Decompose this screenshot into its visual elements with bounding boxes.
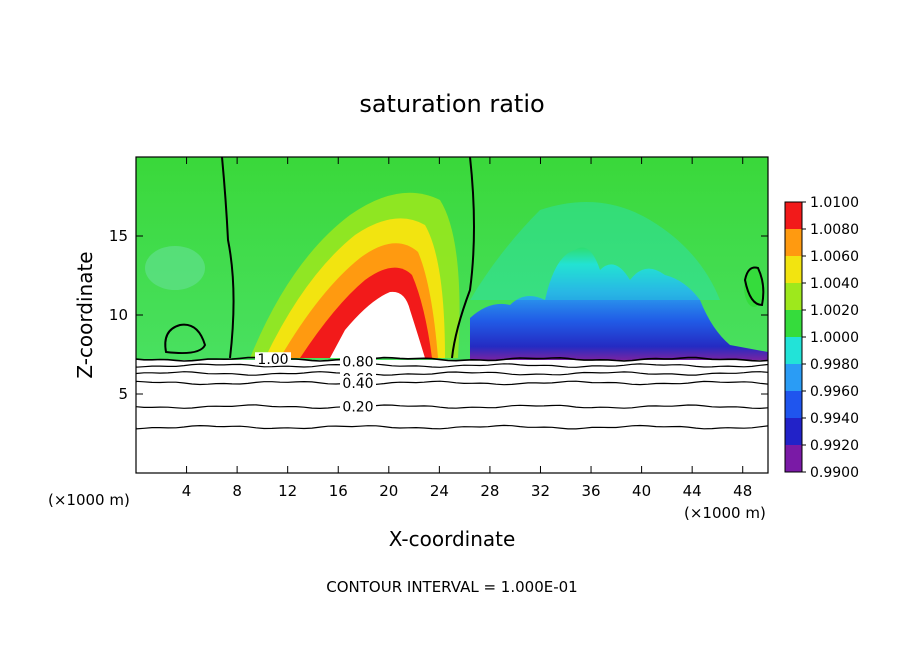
y-tick-label: 15 [109, 227, 128, 245]
colorbar-label: 0.9980 [810, 357, 859, 373]
x-axis: 4 8 12 16 20 24 28 32 36 40 44 48 [182, 157, 752, 500]
x-tick-label: 4 [182, 482, 192, 500]
contour-interval-note: CONTOUR INTERVAL = 1.000E-01 [326, 578, 577, 596]
contour-label: 0.20 [342, 400, 373, 416]
x-tick-label: 48 [733, 482, 752, 500]
colorbar-label: 1.0100 [810, 195, 859, 211]
x-tick-label: 28 [480, 482, 499, 500]
contour-lines: 1.000.800.600.400.20 [136, 352, 768, 430]
x-tick-label: 36 [581, 482, 600, 500]
contour-closed-left [164, 323, 207, 355]
contour-label-bg [340, 354, 376, 368]
colorbar-segment [785, 202, 802, 229]
x-tick-label: 44 [683, 482, 702, 500]
colorbar-segment [785, 229, 802, 256]
x-tick-label: 16 [329, 482, 348, 500]
colorbar-label: 0.9920 [810, 438, 859, 454]
contour-1-00-left [221, 157, 235, 359]
x-tick-label: 40 [632, 482, 651, 500]
colorbar-label: 0.9960 [810, 384, 859, 400]
contour-line [136, 380, 768, 386]
colorbar-segment [785, 310, 802, 337]
contour-closed-right [743, 266, 765, 307]
y-axis: 5 10 15 [109, 227, 768, 403]
chart-title: saturation ratio [359, 90, 544, 118]
y-tick-label: 10 [109, 306, 128, 324]
contour-line [136, 356, 768, 362]
contour-1-00-right [451, 157, 475, 359]
contour-line [136, 404, 768, 410]
plot-area: 1.000.800.600.400.20 [136, 157, 768, 473]
colorbar-segment [785, 445, 802, 472]
field-plume-core [330, 291, 425, 358]
x-tick-label: 32 [531, 482, 550, 500]
colorbar-segment [785, 418, 802, 445]
colorbar-segment [785, 283, 802, 310]
field-cyan-left [145, 246, 205, 290]
contour-label: 0.40 [342, 376, 373, 392]
field-closed-contour-right [744, 267, 764, 307]
y-axis-title: Z-coordinate [73, 251, 97, 378]
colorbar-segment [785, 256, 802, 283]
contour-label-bg [340, 399, 376, 413]
x-tick-label: 20 [379, 482, 398, 500]
contour-label-bg [255, 352, 291, 366]
colorbar-label: 1.0000 [810, 330, 859, 346]
contour-label: 1.00 [257, 352, 288, 368]
colorbar-label: 1.0040 [810, 276, 859, 292]
x-tick-label: 12 [278, 482, 297, 500]
field-subsaturated-upper [470, 202, 720, 300]
colorbar-label: 1.0020 [810, 303, 859, 319]
colorbar-segment [785, 364, 802, 391]
x-axis-title: X-coordinate [389, 527, 516, 551]
contour-line [136, 424, 768, 430]
y-tick-label: 5 [118, 385, 128, 403]
colorbar-label: 0.9900 [810, 465, 859, 481]
x-tick-label: 24 [430, 482, 449, 500]
x-tick-label: 8 [232, 482, 242, 500]
contour-line [136, 371, 768, 376]
colorbar: 0.9900 0.9920 0.9940 0.9960 0.9980 1.0000 1.00… [784, 195, 859, 481]
field-subsaturated [470, 247, 768, 360]
contour-label: 0.80 [342, 355, 373, 371]
colorbar-segment [785, 337, 802, 364]
contour-label-bg [340, 375, 376, 389]
colorbar-label: 0.9940 [810, 411, 859, 427]
contour-line [136, 363, 768, 368]
colorbar-label: 1.0060 [810, 249, 859, 265]
colorbar-segment [785, 391, 802, 418]
x-unit-label-right: (×1000 m) [684, 504, 766, 522]
x-unit-label-left: (×1000 m) [48, 491, 130, 509]
colorbar-label: 1.0080 [810, 222, 859, 238]
